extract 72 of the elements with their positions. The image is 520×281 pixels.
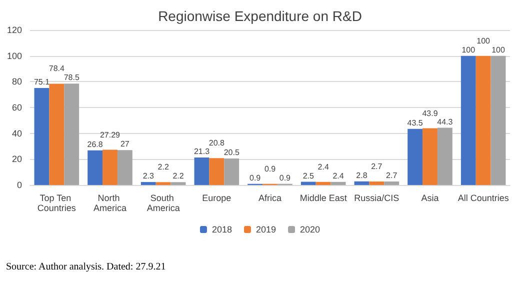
bar (224, 158, 240, 185)
x-tick-label: Middle East (300, 193, 348, 203)
y-tick-label: 80 (12, 76, 22, 87)
legend-label: 2020 (300, 224, 320, 234)
data-label: 43.9 (422, 108, 438, 118)
data-label: 21.3 (194, 146, 210, 156)
x-tick-label: Africa (258, 193, 282, 203)
data-label: 20.5 (224, 148, 240, 158)
data-label: 2.5 (302, 171, 315, 180)
data-label: 0.9 (264, 164, 276, 174)
bar (117, 150, 132, 185)
data-label: 20.8 (208, 138, 225, 148)
data-label: 2.3 (142, 172, 155, 181)
data-label: 2.8 (356, 170, 368, 180)
y-tick-label: 20 (12, 154, 22, 164)
y-tick-label: 0 (16, 180, 22, 190)
data-label: 27.29 (100, 130, 121, 140)
data-label: 100 (476, 36, 491, 46)
legend-label: 2018 (212, 224, 232, 234)
bar (64, 84, 80, 185)
bar (170, 182, 186, 185)
bar (408, 128, 423, 185)
data-label: 2.7 (371, 162, 383, 172)
bar (354, 181, 370, 185)
data-label: 0.9 (279, 173, 292, 182)
x-tick-label: Top Ten Countries (37, 193, 76, 213)
bar (476, 56, 491, 185)
bar (34, 88, 50, 185)
bar (330, 182, 346, 185)
data-label: 100 (462, 45, 476, 54)
bar (437, 128, 452, 185)
legend-label: 2019 (256, 224, 276, 234)
data-label: 0.9 (250, 173, 262, 182)
data-label: 75.1 (34, 77, 50, 86)
bar (316, 182, 331, 185)
data-label: 26.8 (87, 140, 104, 149)
bar (88, 150, 103, 185)
data-label: 2.7 (386, 171, 398, 180)
bar (140, 182, 156, 185)
bar (49, 84, 64, 185)
bar (384, 182, 400, 185)
bar (369, 182, 384, 185)
bar (300, 182, 316, 185)
data-label: 27 (120, 140, 130, 149)
x-tick-label: Europe (202, 193, 232, 203)
x-tick-label: South America (146, 193, 180, 213)
x-tick-label: All Countries (458, 193, 510, 203)
bar (102, 150, 118, 185)
bar (422, 128, 438, 185)
bar (194, 157, 210, 185)
x-tick-label: Russia/CIS (354, 193, 400, 203)
data-label: 2.4 (332, 171, 344, 180)
bar (460, 56, 476, 185)
y-tick-label: 120 (6, 25, 22, 35)
y-tick-label: 40 (12, 128, 22, 138)
data-label: 78.4 (48, 64, 65, 74)
data-label: 2.2 (172, 172, 184, 181)
y-tick-label: 60 (12, 102, 22, 112)
x-tick-label: North America (93, 193, 127, 213)
data-label: 2.4 (318, 162, 330, 172)
chart-title: Regionwise Expenditure on R&D (158, 8, 362, 24)
bar (490, 56, 506, 185)
data-label: 2.2 (158, 162, 170, 172)
x-tick-label: Asia (421, 193, 439, 203)
data-label: 100 (492, 45, 506, 54)
data-label: 44.3 (437, 117, 454, 126)
bar (156, 182, 171, 185)
source-note: Source: Author analysis. Dated: 27.9.21 (6, 262, 166, 272)
y-tick-label: 100 (6, 50, 22, 61)
bar (209, 158, 224, 185)
data-label: 43.5 (407, 118, 424, 128)
data-label: 78.5 (64, 73, 80, 82)
